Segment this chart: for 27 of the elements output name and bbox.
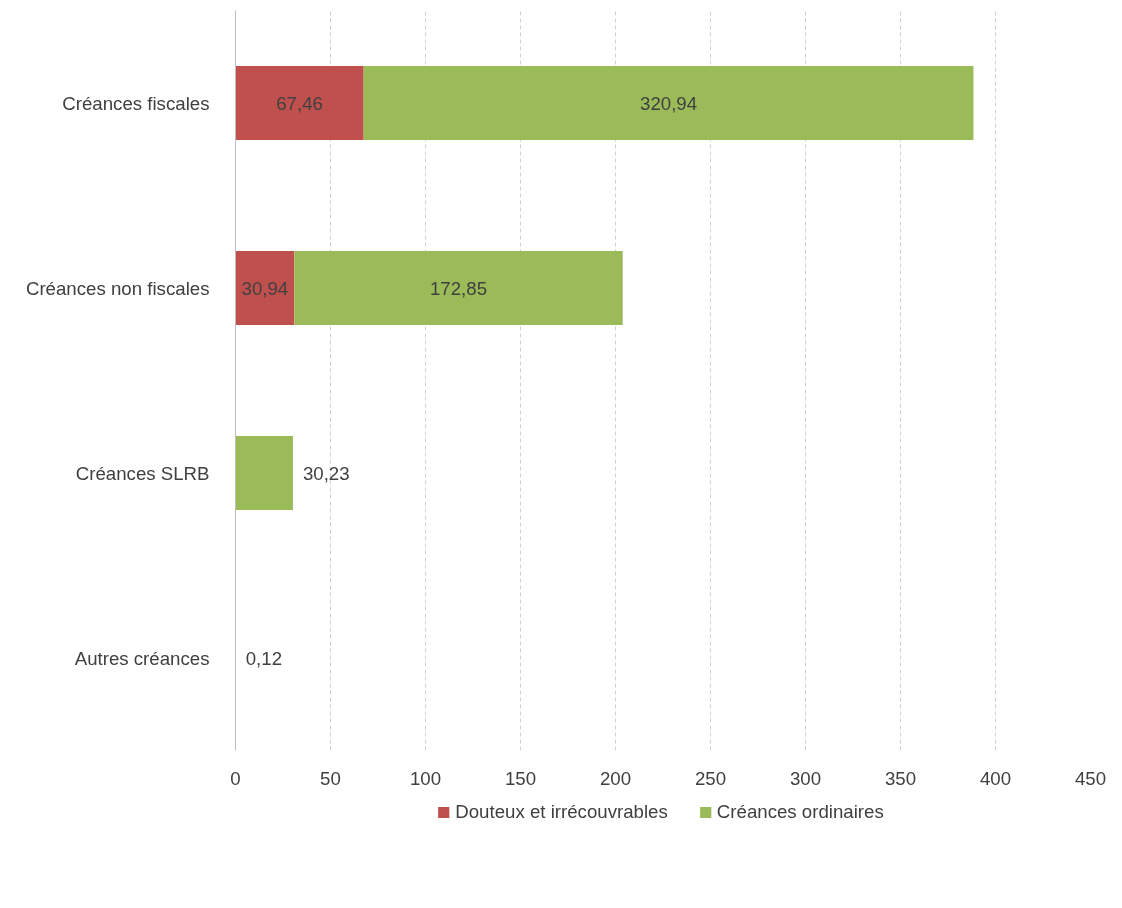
y-tick-label: Créances fiscales xyxy=(62,92,210,114)
x-tick-label: 0 xyxy=(230,767,241,789)
y-tick-label: Créances SLRB xyxy=(75,462,210,484)
x-tick-label: 250 xyxy=(694,767,727,789)
x-tick-label: 100 xyxy=(409,767,442,789)
data-label: 172,85 xyxy=(429,277,488,299)
bar xyxy=(235,436,293,510)
bar xyxy=(294,251,623,325)
x-tick-label: 350 xyxy=(884,767,917,789)
data-label: 0,12 xyxy=(245,647,283,669)
y-tick-label: Créances non fiscales xyxy=(25,277,210,299)
x-tick-label: 200 xyxy=(599,767,632,789)
data-label: 30,94 xyxy=(241,277,289,299)
x-tick-label: 300 xyxy=(789,767,822,789)
x-tick-label: 50 xyxy=(320,767,341,789)
bar xyxy=(235,66,364,140)
x-tick-label: 150 xyxy=(504,767,537,789)
data-label: 30,23 xyxy=(302,462,350,484)
y-tick-label: Autres créances xyxy=(74,647,210,669)
bar xyxy=(235,251,295,325)
data-label: 320,94 xyxy=(640,92,698,114)
bar xyxy=(363,66,974,140)
legend-label: Créances ordinaires xyxy=(716,801,884,823)
x-tick-label: 400 xyxy=(979,767,1012,789)
x-tick-label: 450 xyxy=(1074,767,1107,789)
legend-label: Douteux et irrécouvrables xyxy=(455,801,668,823)
data-label: 67,46 xyxy=(276,92,323,114)
